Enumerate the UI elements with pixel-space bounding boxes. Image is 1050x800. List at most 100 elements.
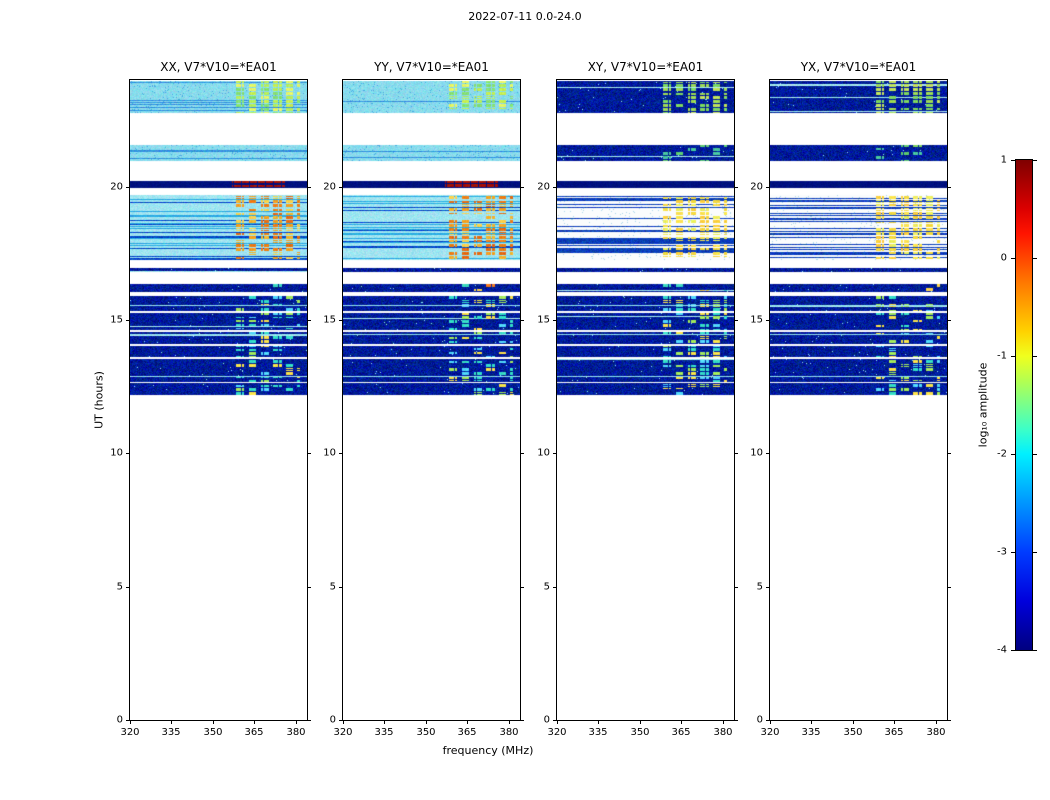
y-tick-label: 15: [110, 314, 123, 326]
x-tick: [467, 720, 468, 724]
y-tick-label: 0: [756, 714, 763, 726]
x-tick: [598, 720, 599, 724]
panel-xy: XY, V7*V10=*EA01 320 335 350 365 380 0 5 10 15 20: [537, 60, 738, 738]
y-tick: [126, 453, 130, 454]
y-tick: [766, 720, 770, 721]
x-tick: [936, 720, 937, 724]
colorbar-tick-label: 0: [1000, 252, 1007, 264]
y-axis-label: UT (hours): [92, 371, 106, 429]
y-tick-label: 15: [323, 314, 336, 326]
y-tick: [734, 720, 738, 721]
colorbar-tick: [1033, 160, 1037, 161]
x-tick-label: 380: [499, 727, 519, 738]
y-tick-label: 5: [543, 581, 550, 593]
colorbar-tick: [1011, 552, 1015, 553]
x-tick-label: 320: [547, 727, 567, 738]
y-tick: [307, 320, 311, 321]
y-tick: [520, 320, 524, 321]
x-tick: [426, 720, 427, 724]
colorbar-tick-label: -4: [997, 644, 1007, 656]
y-tick: [307, 587, 311, 588]
y-tick-label: 0: [329, 714, 336, 726]
x-tick-label: 350: [843, 727, 863, 738]
x-tick-label: 365: [671, 727, 691, 738]
y-tick: [126, 187, 130, 188]
heatmap-xx: [130, 80, 307, 720]
panel-title-xx: XX, V7*V10=*EA01: [160, 60, 277, 74]
x-tick: [130, 720, 131, 724]
y-tick-label: 5: [756, 581, 763, 593]
x-tick-label: 335: [588, 727, 608, 738]
colorbar-tick: [1033, 552, 1037, 553]
y-tick: [520, 587, 524, 588]
x-tick-label: 365: [457, 727, 477, 738]
y-tick-label: 10: [110, 447, 123, 459]
y-tick-label: 5: [116, 581, 123, 593]
colorbar-tick: [1033, 454, 1037, 455]
y-tick: [553, 453, 557, 454]
y-tick: [734, 587, 738, 588]
y-tick: [947, 453, 951, 454]
panel-title-yx: YX, V7*V10=*EA01: [800, 60, 917, 74]
x-tick: [853, 720, 854, 724]
panel-title-yy: YY, V7*V10=*EA01: [374, 60, 489, 74]
y-tick-label: 0: [116, 714, 123, 726]
y-tick-label: 20: [750, 181, 763, 193]
x-tick: [557, 720, 558, 724]
y-tick: [339, 587, 343, 588]
colorbar: 1 0 -1 -2 -3 -4: [997, 155, 1037, 656]
colorbar-tick: [1033, 650, 1037, 651]
y-tick-label: 0: [543, 714, 550, 726]
x-tick-label: 365: [884, 727, 904, 738]
y-tick: [947, 720, 951, 721]
panel-yy: YY, V7*V10=*EA01 320 335 350 365 380 0 5 10 15 20: [323, 60, 524, 738]
y-tick: [339, 720, 343, 721]
x-tick: [254, 720, 255, 724]
colorbar-tick: [1011, 356, 1015, 357]
y-tick: [520, 720, 524, 721]
y-tick: [734, 320, 738, 321]
y-tick-label: 20: [110, 181, 123, 193]
colorbar-tick: [1011, 258, 1015, 259]
colorbar-tick-label: 1: [1000, 154, 1007, 166]
colorbar-tick-label: -3: [997, 546, 1007, 558]
y-tick-label: 20: [323, 181, 336, 193]
y-tick: [339, 320, 343, 321]
x-tick-label: 380: [713, 727, 733, 738]
y-tick: [553, 587, 557, 588]
panel-title-xy: XY, V7*V10=*EA01: [587, 60, 704, 74]
colorbar-tick-label: -1: [997, 350, 1007, 362]
x-tick-label: 320: [760, 727, 780, 738]
x-tick: [343, 720, 344, 724]
y-tick: [126, 320, 130, 321]
y-tick: [734, 187, 738, 188]
y-tick: [766, 320, 770, 321]
x-tick-label: 350: [203, 727, 223, 738]
y-tick: [307, 187, 311, 188]
y-tick: [126, 587, 130, 588]
colorbar-tick: [1033, 356, 1037, 357]
y-tick: [339, 187, 343, 188]
colorbar-tick: [1033, 258, 1037, 259]
x-tick: [681, 720, 682, 724]
x-tick-label: 380: [926, 727, 946, 738]
x-tick-label: 335: [161, 727, 181, 738]
x-tick-label: 350: [416, 727, 436, 738]
x-tick: [723, 720, 724, 724]
x-tick-label: 335: [374, 727, 394, 738]
x-tick-label: 380: [286, 727, 306, 738]
y-tick: [947, 587, 951, 588]
y-tick: [947, 187, 951, 188]
x-tick: [509, 720, 510, 724]
x-tick: [894, 720, 895, 724]
figure-title: 2022-07-11 0.0-24.0: [468, 10, 582, 23]
colorbar-tick: [1011, 454, 1015, 455]
x-tick: [213, 720, 214, 724]
x-tick: [640, 720, 641, 724]
y-tick: [520, 453, 524, 454]
y-tick: [520, 187, 524, 188]
y-tick-label: 10: [323, 447, 336, 459]
x-tick: [384, 720, 385, 724]
heatmap-xy: [557, 80, 734, 720]
